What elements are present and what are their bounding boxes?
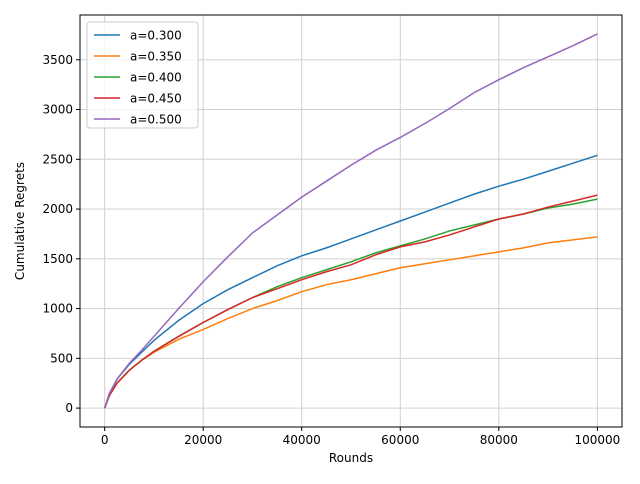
legend-label: a=0.300 <box>130 29 182 43</box>
x-axis-label: Rounds <box>329 451 373 465</box>
x-tick-label: 40000 <box>283 433 321 447</box>
x-tick-label: 80000 <box>480 433 518 447</box>
x-tick-label: 20000 <box>184 433 222 447</box>
series-line <box>103 198 598 409</box>
y-tick-label: 0 <box>65 401 73 415</box>
series-line <box>103 154 598 409</box>
series-line <box>103 33 598 409</box>
x-tick-label: 100000 <box>574 433 620 447</box>
legend: a=0.300 a=0.350 a=0.400 a=0.450 a=0.500 <box>86 21 199 129</box>
grid <box>80 15 622 427</box>
y-tick-label: 500 <box>50 351 73 365</box>
legend-label: a=0.450 <box>130 92 182 106</box>
y-axis-label: Cumulative Regrets <box>13 162 27 280</box>
lines <box>103 33 598 409</box>
series-line <box>103 194 598 409</box>
y-tick-label: 3500 <box>42 53 73 67</box>
series-line <box>103 236 598 409</box>
legend-label: a=0.350 <box>130 50 182 64</box>
x-tick-label: 0 <box>101 433 109 447</box>
legend-label: a=0.500 <box>130 113 182 127</box>
legend-label: a=0.400 <box>130 71 182 85</box>
x-tick-label: 60000 <box>381 433 419 447</box>
legend-box <box>86 21 199 129</box>
y-tick-label: 1500 <box>42 252 73 266</box>
y-tick-label: 3000 <box>42 103 73 117</box>
axes-frame <box>79 14 623 428</box>
y-tick-label: 2500 <box>42 152 73 166</box>
y-tick-label: 2000 <box>42 202 73 216</box>
y-tick-label: 1000 <box>42 302 73 316</box>
